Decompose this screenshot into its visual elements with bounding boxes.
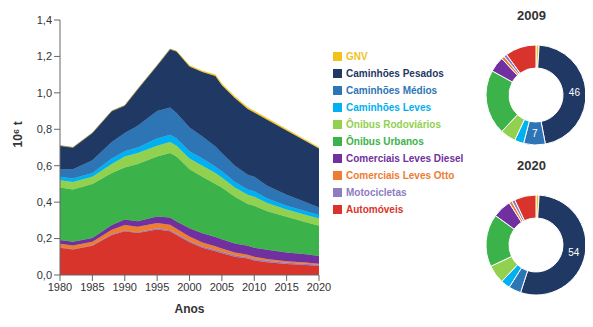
html-text:Caminhões Médios: Caminhões Médios — [346, 85, 438, 96]
html-text:Comerciais Leves Diesel: Comerciais Leves Diesel — [346, 153, 464, 164]
svg-text:Anos: Anos — [175, 302, 205, 316]
svg-text:46: 46 — [569, 87, 581, 98]
svg-text:2010: 2010 — [242, 281, 266, 293]
svg-text:1980: 1980 — [48, 281, 72, 293]
html-text:Ônibus Rodoviários: Ônibus Rodoviários — [346, 119, 441, 130]
svg-text:0,2: 0,2 — [37, 232, 52, 244]
svg-text:1,2: 1,2 — [37, 50, 52, 62]
html-text:2020: 2020 — [517, 158, 546, 173]
svg-text:2005: 2005 — [210, 281, 234, 293]
html-text:2009: 2009 — [517, 8, 546, 23]
svg-text:10⁶ t: 10⁶ t — [11, 121, 25, 147]
svg-text:0,8: 0,8 — [37, 123, 52, 135]
svg-text:0,0: 0,0 — [37, 269, 52, 281]
html-text:Ônibus Urbanos: Ônibus Urbanos — [346, 136, 424, 147]
svg-text:1985: 1985 — [80, 281, 104, 293]
html-text:Motocicletas: Motocicletas — [346, 187, 407, 198]
html-text:Caminhões Pesados: Caminhões Pesados — [346, 68, 444, 79]
svg-text:2020: 2020 — [307, 281, 331, 293]
svg-text:7: 7 — [532, 128, 538, 139]
html-text:GNV: GNV — [346, 51, 368, 62]
html-text:Caminhões Leves: Caminhões Leves — [346, 102, 431, 113]
html-text:Comerciais Leves Otto: Comerciais Leves Otto — [346, 170, 455, 181]
svg-text:1,4: 1,4 — [37, 14, 52, 26]
svg-text:0,4: 0,4 — [37, 196, 52, 208]
svg-text:2000: 2000 — [177, 281, 201, 293]
svg-text:0,6: 0,6 — [37, 160, 52, 172]
svg-text:1995: 1995 — [145, 281, 169, 293]
svg-text:2015: 2015 — [274, 281, 298, 293]
svg-text:54: 54 — [568, 247, 580, 258]
svg-text:1990: 1990 — [113, 281, 137, 293]
svg-text:1,0: 1,0 — [37, 87, 52, 99]
html-text:Automóveis: Automóveis — [346, 204, 404, 215]
